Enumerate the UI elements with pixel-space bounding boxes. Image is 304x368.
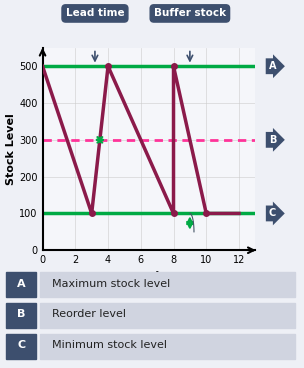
FancyBboxPatch shape (6, 334, 36, 359)
FancyBboxPatch shape (40, 334, 295, 359)
Text: Minimum stock level: Minimum stock level (52, 340, 167, 350)
Text: Lead time: Lead time (66, 8, 124, 18)
Text: C: C (17, 340, 25, 350)
Text: B: B (269, 135, 276, 145)
FancyBboxPatch shape (6, 272, 36, 297)
Text: Reorder level: Reorder level (52, 309, 126, 319)
FancyBboxPatch shape (6, 303, 36, 328)
Text: C: C (269, 208, 276, 219)
FancyBboxPatch shape (40, 272, 295, 297)
Y-axis label: Stock Level: Stock Level (6, 113, 16, 185)
Text: A: A (17, 279, 26, 289)
FancyBboxPatch shape (40, 303, 295, 328)
Text: B: B (17, 309, 26, 319)
Text: Buffer stock: Buffer stock (154, 8, 226, 18)
Text: A: A (269, 61, 276, 71)
X-axis label: Weeks: Weeks (126, 270, 172, 284)
Text: Maximum stock level: Maximum stock level (52, 279, 170, 289)
